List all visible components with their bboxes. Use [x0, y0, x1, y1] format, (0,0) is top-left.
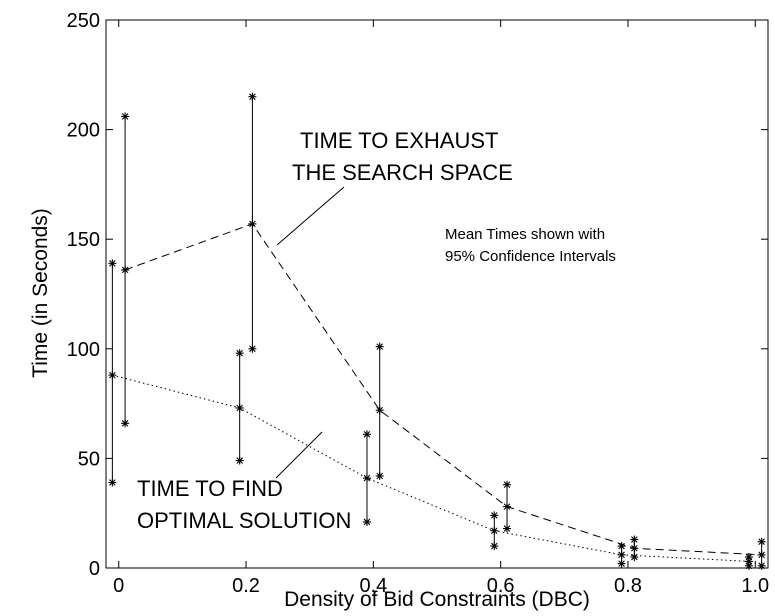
x-tick-label-4: 0.6	[487, 575, 515, 597]
annotation-ci-line1: Mean Times shown with	[445, 226, 605, 243]
series-2-lower-point-3	[362, 517, 371, 526]
series-2-lower-point-1	[108, 478, 117, 487]
annotation-exhaust-leader	[276, 186, 345, 246]
series-2-mean-point-4	[490, 526, 499, 535]
y-tick-label-6: 250	[67, 10, 100, 32]
series-2-mean-point-1	[108, 371, 117, 380]
tick-layer: 0 0.2 0.4 0.6 0.8 1.0 0 50 100 150 200 250	[67, 10, 770, 597]
series-2-upper-point-4	[490, 511, 499, 520]
y-tick-label-5: 200	[67, 120, 100, 142]
annotation-optimal-leader	[275, 431, 323, 479]
annotation-exhaust-line2: THE SEARCH SPACE	[292, 160, 513, 185]
y-tick-label-2: 50	[78, 448, 100, 470]
series-1-mean-point-4	[503, 502, 512, 511]
series-1-mean-point-3	[375, 406, 384, 415]
series-2-upper-point-5	[617, 542, 626, 551]
series-2-upper-point-1	[108, 259, 117, 268]
series-2-mean-point-5	[617, 550, 626, 559]
series-1-lower-point-5	[630, 553, 639, 562]
series-2-upper-point-2	[235, 349, 244, 358]
series-1-mean-line	[124, 223, 762, 556]
annotation-exhaust-line1: TIME TO EXHAUST	[300, 128, 498, 153]
x-axis-label: Density of Bid Constraints (DBC)	[284, 588, 590, 611]
y-tick-label-4: 150	[67, 229, 100, 251]
series-1-lower-point-2	[248, 344, 257, 353]
series-1-upper-point-5	[630, 535, 639, 544]
x-tick-label-1: 0	[113, 575, 124, 597]
series-2-upper-point-3	[362, 430, 371, 439]
x-tick-label-2: 0.2	[232, 575, 260, 597]
series-2-lower-point-4	[490, 542, 499, 551]
series-1-upper-point-4	[503, 480, 512, 489]
series-1-mean-point-1	[121, 265, 130, 274]
y-tick-label-3: 100	[67, 339, 100, 361]
y-axis-label: Time (in Seconds)	[29, 208, 52, 378]
series-1-upper-point-6	[757, 537, 766, 546]
series-2-mean-line	[112, 374, 749, 562]
annotation-ci-line2: 95% Confidence Intervals	[445, 248, 616, 265]
series-2-upper-point-6	[744, 553, 753, 562]
series-1-upper-point-3	[375, 342, 384, 351]
series-2-mean-point-2	[235, 403, 244, 412]
y-tick-label-1: 0	[89, 558, 100, 580]
series-2-mean-point-3	[362, 474, 371, 483]
series-1-mean-point-5	[630, 544, 639, 553]
series-1-upper-point-1	[121, 112, 130, 121]
x-tick-label-5: 0.8	[614, 575, 642, 597]
series-1-mean-point-2	[248, 219, 257, 228]
x-tick-label-3: 0.4	[359, 575, 387, 597]
series-2-lower-point-5	[617, 559, 626, 568]
series-2-lower-point-2	[235, 456, 244, 465]
plot-frame	[105, 19, 769, 569]
series-2-lower-point-6	[744, 561, 753, 570]
annotation-optimal-line2: OPTIMAL SOLUTION	[137, 508, 351, 533]
series-1-lower-point-4	[503, 524, 512, 533]
series-1-lower-point-6	[757, 561, 766, 570]
series-1-lower-point-3	[375, 471, 384, 480]
series-1-mean-point-6	[757, 550, 766, 559]
annotation-optimal-line1: TIME TO FIND	[137, 476, 283, 501]
series-1-upper-point-2	[248, 92, 257, 101]
x-tick-label-6: 1.0	[741, 575, 769, 597]
series-1-lower-point-1	[121, 419, 130, 428]
marks-layer	[108, 92, 766, 570]
